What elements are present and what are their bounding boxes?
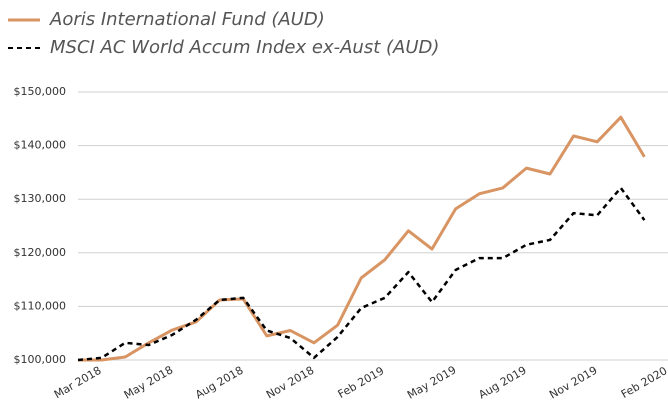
- y-tick-label: $130,000: [14, 192, 67, 205]
- y-tick-label: $140,000: [14, 139, 67, 152]
- x-tick-label: May 2019: [405, 363, 458, 401]
- x-tick-label: Nov 2018: [264, 364, 316, 402]
- x-tick-label: Mar 2018: [52, 364, 104, 401]
- x-tick-label: Nov 2019: [547, 364, 599, 402]
- legend-label: MSCI AC World Accum Index ex-Aust (AUD): [50, 37, 439, 58]
- x-tick-label: Feb 2019: [336, 364, 387, 401]
- series-line: [77, 186, 646, 362]
- x-tick-label: May 2018: [122, 363, 175, 401]
- y-tick-label: $100,000: [14, 353, 67, 366]
- y-tick-label: $150,000: [14, 85, 67, 98]
- x-tick-label: Feb 2020: [619, 364, 668, 401]
- legend-label: Aoris International Fund (AUD): [49, 9, 325, 30]
- x-tick-label: Aug 2018: [193, 364, 245, 402]
- x-tick-label: Aug 2019: [476, 364, 528, 402]
- y-tick-label: $110,000: [14, 299, 67, 312]
- series-line: [78, 115, 646, 362]
- y-tick-label: $120,000: [14, 246, 67, 259]
